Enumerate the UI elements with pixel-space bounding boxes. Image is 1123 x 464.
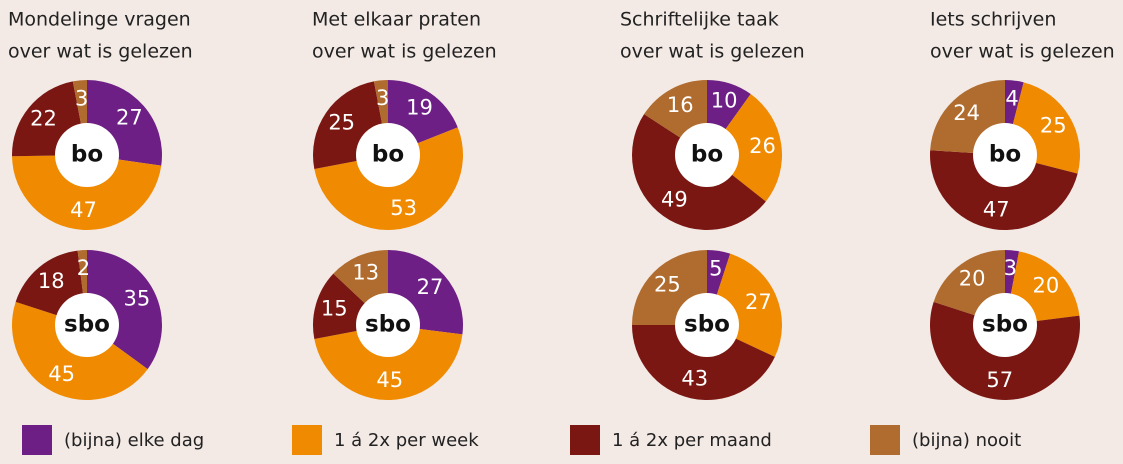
center-label: bo (71, 142, 103, 168)
chart-title: Mondelinge vragen (8, 9, 191, 31)
data-label: 25 (328, 111, 355, 135)
data-label: 13 (352, 261, 379, 285)
legend-label: (bijna) elke dag (64, 430, 204, 451)
data-label: 49 (661, 188, 688, 212)
data-label: 35 (124, 287, 151, 311)
data-label: 43 (681, 367, 708, 391)
data-label: 4 (1005, 86, 1018, 110)
legend-swatch (292, 425, 322, 455)
chart-title: over wat is gelezen (930, 41, 1115, 63)
donut-hole (356, 293, 420, 357)
slice (12, 155, 162, 231)
data-label: 25 (1040, 113, 1067, 137)
data-label: 20 (959, 267, 986, 291)
data-label: 18 (38, 269, 65, 293)
data-label: 20 (1032, 274, 1059, 298)
center-label: bo (372, 142, 404, 168)
data-label: 25 (654, 272, 681, 296)
slice (632, 325, 775, 400)
data-label: 47 (983, 197, 1010, 221)
center-label: sbo (64, 312, 110, 338)
chart-title: Schriftelijke taak (620, 9, 779, 31)
data-label: 45 (376, 368, 403, 392)
data-label: 27 (116, 105, 143, 129)
data-label: 3 (376, 86, 389, 110)
center-label: sbo (982, 312, 1028, 338)
chart-title: over wat is gelezen (8, 41, 193, 63)
data-label: 3 (1004, 256, 1017, 280)
donut-hole (675, 123, 739, 187)
data-label: 47 (70, 198, 97, 222)
data-label: 15 (321, 296, 348, 320)
data-label: 2 (77, 256, 90, 280)
legend-swatch (870, 425, 900, 455)
center-label: sbo (684, 312, 730, 338)
donut-hole (55, 293, 119, 357)
data-label: 5 (709, 257, 722, 281)
slice (87, 250, 162, 370)
slice (707, 94, 782, 202)
legend-label: 1 á 2x per maand (612, 430, 772, 451)
chart-title: over wat is gelezen (312, 41, 497, 63)
data-label: 22 (30, 107, 57, 131)
legend-swatch (570, 425, 600, 455)
legend-label: (bijna) nooit (912, 430, 1021, 451)
data-label: 19 (406, 96, 433, 120)
chart-title: over wat is gelezen (620, 41, 805, 63)
data-label: 27 (417, 275, 444, 299)
chart-title: Met elkaar praten (312, 9, 481, 31)
slice (314, 325, 463, 400)
chart-title: Iets schrijven (930, 9, 1056, 31)
data-label: 16 (667, 93, 694, 117)
donut-hole (356, 123, 420, 187)
center-label: sbo (365, 312, 411, 338)
donut-hole (973, 293, 1037, 357)
data-label: 10 (711, 89, 738, 113)
data-label: 45 (48, 362, 75, 386)
donut-hole (675, 293, 739, 357)
legend-label: 1 á 2x per week (334, 430, 479, 451)
data-label: 27 (745, 290, 772, 314)
data-label: 57 (986, 368, 1013, 392)
data-label: 3 (75, 86, 88, 110)
data-label: 53 (390, 196, 417, 220)
donut-hole (973, 123, 1037, 187)
center-label: bo (989, 142, 1021, 168)
slice (930, 150, 1078, 230)
data-label: 26 (749, 134, 776, 158)
data-label: 24 (953, 101, 980, 125)
center-label: bo (691, 142, 723, 168)
legend-swatch (22, 425, 52, 455)
donut-hole (55, 123, 119, 187)
